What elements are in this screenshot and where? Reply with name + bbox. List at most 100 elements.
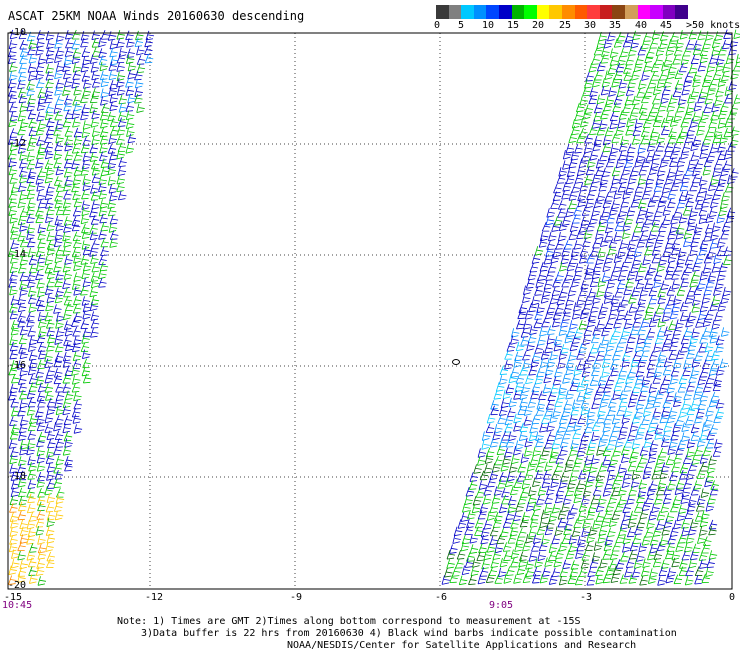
wind-barb xyxy=(46,493,56,503)
wind-barb xyxy=(548,231,557,242)
wind-barb xyxy=(519,390,529,400)
wind-barb xyxy=(37,327,47,338)
wind-barb xyxy=(525,374,534,385)
wind-barb xyxy=(80,214,90,225)
wind-barb xyxy=(629,510,638,521)
wind-barb xyxy=(687,93,696,104)
wind-barb xyxy=(99,143,108,154)
wind-barb xyxy=(597,376,607,386)
wind-barb xyxy=(529,325,538,336)
wind-barb xyxy=(26,80,35,90)
wind-barb xyxy=(530,510,539,521)
wind-barb xyxy=(635,462,644,472)
wind-barb xyxy=(109,191,118,202)
wind-barb xyxy=(55,455,65,466)
wind-barb xyxy=(19,102,28,112)
wind-barb xyxy=(485,447,495,458)
wind-barb xyxy=(634,503,643,513)
wind-barb xyxy=(708,550,718,560)
wind-barb xyxy=(643,334,653,345)
wind-barb xyxy=(45,542,54,552)
wind-barb xyxy=(680,150,689,160)
wind-barb xyxy=(554,430,564,440)
wind-barb xyxy=(660,437,670,448)
wind-barb xyxy=(660,280,670,290)
wind-barb xyxy=(531,573,541,584)
wind-barb xyxy=(608,310,617,320)
wind-barb xyxy=(582,110,592,120)
wind-barb xyxy=(698,310,707,321)
wind-barb xyxy=(620,453,630,463)
wind-barb xyxy=(703,71,712,82)
wind-barb xyxy=(596,94,606,105)
wind-barb xyxy=(555,240,564,250)
wind-barb xyxy=(703,232,712,242)
wind-barb xyxy=(680,55,690,66)
wind-barb xyxy=(504,477,514,488)
wind-barb xyxy=(527,461,536,472)
wind-barb xyxy=(569,381,578,391)
wind-barb xyxy=(498,503,508,514)
wind-barb xyxy=(602,446,612,457)
wind-barb xyxy=(19,526,29,537)
wind-barb xyxy=(563,525,572,536)
wind-barb xyxy=(62,279,71,290)
wind-barb xyxy=(631,135,641,145)
wind-barb xyxy=(46,166,55,176)
wind-barb xyxy=(646,48,655,58)
wind-barb xyxy=(36,510,45,520)
wind-barb xyxy=(634,525,643,535)
wind-barb xyxy=(576,296,585,306)
wind-barb xyxy=(558,326,568,336)
wind-barb xyxy=(665,455,675,465)
wind-barb xyxy=(612,327,621,337)
wind-barb xyxy=(702,327,712,337)
wind-barb xyxy=(617,271,627,282)
wind-barb xyxy=(9,271,18,281)
wind-barb xyxy=(580,431,590,442)
wind-barb xyxy=(581,367,591,378)
wind-barb xyxy=(566,261,576,272)
wind-barb xyxy=(54,277,63,288)
wind-barb xyxy=(63,101,72,112)
wind-barb xyxy=(636,302,646,312)
wind-barb xyxy=(36,437,45,448)
wind-barb xyxy=(589,277,599,288)
wind-barb xyxy=(568,199,577,210)
wind-barb xyxy=(675,230,685,240)
wind-barb xyxy=(483,464,493,474)
wind-barb xyxy=(658,256,667,266)
wind-barb xyxy=(711,295,721,306)
wind-barb xyxy=(26,237,36,248)
wind-barb xyxy=(602,262,611,273)
wind-barb xyxy=(638,80,647,90)
wind-barb xyxy=(653,367,663,378)
wind-barb xyxy=(72,342,81,353)
wind-barb xyxy=(638,110,648,121)
wind-barb xyxy=(601,326,610,337)
wind-barb xyxy=(18,501,27,512)
wind-barb xyxy=(513,358,522,368)
wind-barb xyxy=(36,446,46,457)
wind-barb xyxy=(660,117,670,128)
wind-barb xyxy=(598,437,607,448)
wind-barb xyxy=(609,183,618,193)
wind-barb xyxy=(557,390,566,400)
wind-barb xyxy=(18,72,27,82)
wind-barb xyxy=(557,231,567,242)
wind-barb xyxy=(89,224,98,234)
wind-barb xyxy=(669,117,679,127)
wind-barb xyxy=(521,479,531,490)
wind-barb xyxy=(672,143,681,153)
wind-barb xyxy=(610,573,620,583)
wind-barb xyxy=(664,142,673,153)
wind-barb xyxy=(647,422,657,433)
wind-barb xyxy=(10,519,19,529)
wind-barb xyxy=(577,535,586,546)
wind-barb xyxy=(467,509,476,520)
wind-barb xyxy=(658,384,668,394)
wind-barb xyxy=(532,501,542,512)
wind-barb xyxy=(629,422,639,432)
wind-barb xyxy=(603,350,612,361)
lon-label: 0 xyxy=(729,592,736,603)
